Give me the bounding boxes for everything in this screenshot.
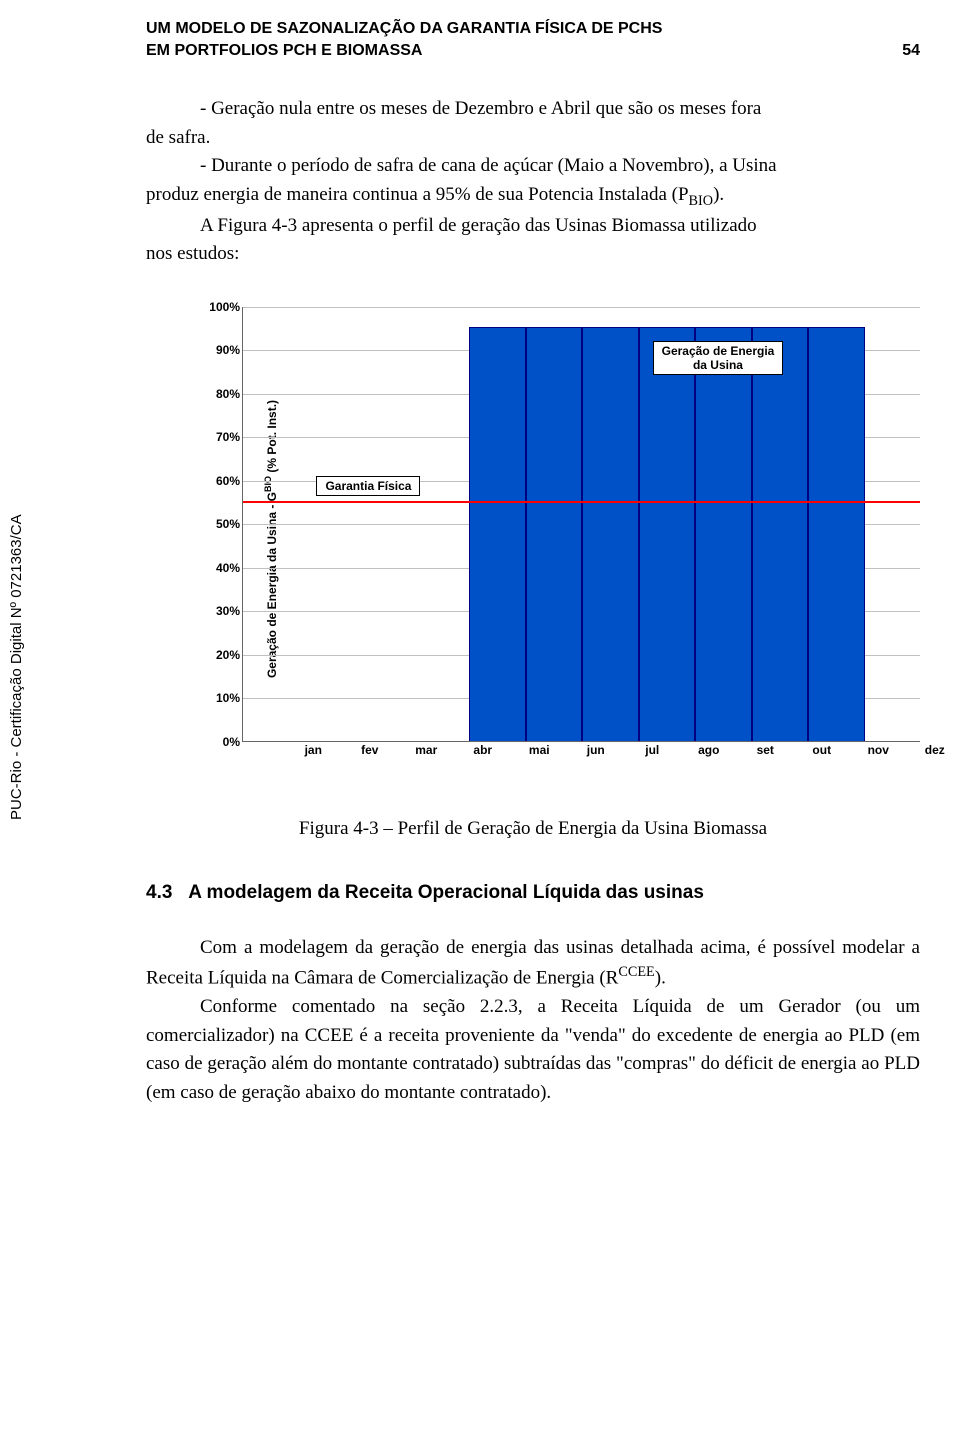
para-4: Com a modelagem da geração de energia da… xyxy=(146,934,920,993)
header-page-number: 54 xyxy=(902,40,920,62)
x-tick-label: ago xyxy=(698,743,719,757)
garantia-fisica-line xyxy=(243,501,920,503)
chart-figure-4-3: Geração de Energia da Usina - GBIO (% Po… xyxy=(146,307,920,772)
header-line1: UM MODELO DE SAZONALIZAÇÃO DA GARANTIA F… xyxy=(146,18,920,40)
para-3a: A Figura 4-3 apresenta o perfil de geraç… xyxy=(146,212,920,241)
para-2b: produz energia de maneira continua a 95%… xyxy=(146,181,920,212)
bar xyxy=(526,327,583,740)
y-tick-label: 60% xyxy=(200,474,240,488)
bar xyxy=(469,327,526,740)
para-3b: nos estudos: xyxy=(146,240,920,269)
bars xyxy=(243,307,920,741)
y-tick-label: 10% xyxy=(200,691,240,705)
bar xyxy=(582,327,639,740)
bar xyxy=(695,327,752,740)
para-2a: - Durante o período de safra de cana de … xyxy=(146,152,920,181)
vertical-certification-label: PUC-Rio - Certificação Digital Nº 072136… xyxy=(8,514,25,820)
x-tick-label: abr xyxy=(473,743,492,757)
x-tick-label: jun xyxy=(587,743,605,757)
x-tick-label: set xyxy=(757,743,774,757)
x-tick-label: fev xyxy=(361,743,378,757)
y-tick-label: 50% xyxy=(200,517,240,531)
y-tick-label: 0% xyxy=(200,735,240,749)
y-tick-label: 30% xyxy=(200,604,240,618)
main-content: - Geração nula entre os meses de Dezembr… xyxy=(146,95,920,1107)
x-tick-label: jul xyxy=(645,743,659,757)
bar xyxy=(639,327,696,740)
x-labels: janfevmarabrmaijunjulagosetoutnovdez xyxy=(285,743,920,763)
bar xyxy=(808,327,865,740)
x-tick-label: mai xyxy=(529,743,550,757)
x-tick-label: dez xyxy=(925,743,945,757)
plot-outer: 0%10%20%30%40%50%60%70%80%90%100% Garant… xyxy=(200,307,920,742)
header-line2-left: EM PORTFOLIOS PCH E BIOMASSA xyxy=(146,40,422,62)
figure-caption: Figura 4-3 – Perfil de Geração de Energi… xyxy=(146,818,920,840)
y-tick-label: 70% xyxy=(200,430,240,444)
para-1a: - Geração nula entre os meses de Dezembr… xyxy=(146,95,920,124)
x-tick-label: mar xyxy=(415,743,437,757)
y-tick-label: 80% xyxy=(200,387,240,401)
y-tick-label: 100% xyxy=(200,300,240,314)
section-heading-4-3: 4.3 A modelagem da Receita Operacional L… xyxy=(146,882,920,904)
y-tick-label: 20% xyxy=(200,648,240,662)
plot-area: Garantia Física Geração de Energiada Usi… xyxy=(242,307,920,742)
annotation-geracao-energia: Geração de Energiada Usina xyxy=(653,341,784,375)
para-1b: de safra. xyxy=(146,124,920,153)
x-tick-label: nov xyxy=(868,743,889,757)
x-tick-label: out xyxy=(812,743,831,757)
y-tick-label: 40% xyxy=(200,561,240,575)
x-tick-label: jan xyxy=(305,743,322,757)
page-header: UM MODELO DE SAZONALIZAÇÃO DA GARANTIA F… xyxy=(146,18,920,61)
y-tick-label: 90% xyxy=(200,343,240,357)
bar xyxy=(752,327,809,740)
para-5: Conforme comentado na seção 2.2.3, a Rec… xyxy=(146,993,920,1107)
annotation-garantia-fisica: Garantia Física xyxy=(316,476,420,496)
